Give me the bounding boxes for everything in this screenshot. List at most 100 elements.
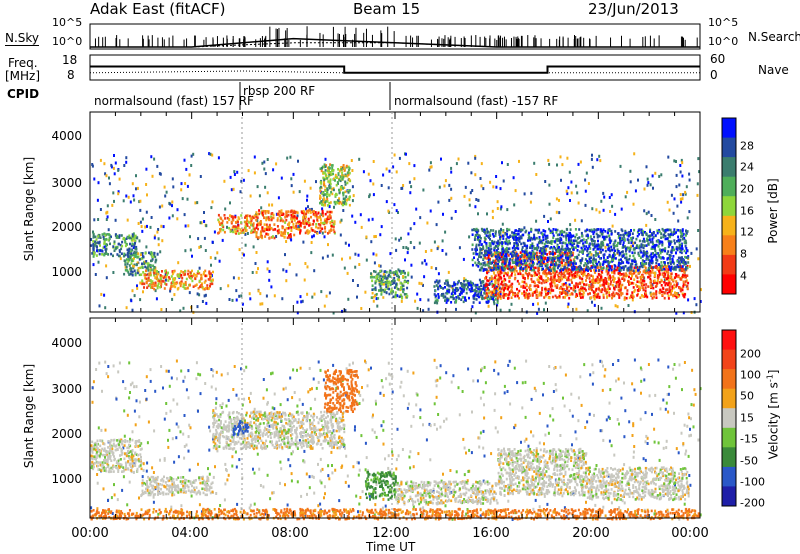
echo-cell [147, 279, 150, 282]
echo-cell [594, 260, 597, 263]
echo-cell [540, 260, 543, 264]
echo-cell [577, 285, 579, 289]
echo-cell [632, 202, 635, 206]
echo-cell [199, 245, 202, 249]
echo-cell [613, 277, 616, 280]
echo-cell [395, 170, 398, 174]
echo-cell [609, 241, 612, 245]
echo-cell [167, 279, 170, 282]
echo-cell [236, 229, 239, 233]
echo-cell [618, 269, 621, 272]
echo-cell [324, 201, 327, 205]
echo-cell [686, 287, 689, 290]
echo-cell [675, 285, 678, 289]
echo-cell [555, 270, 558, 273]
echo-cell [637, 272, 640, 275]
echo-cell [629, 272, 632, 275]
echo-cell [660, 284, 663, 287]
echo-cell [338, 197, 341, 200]
echo-cell [490, 279, 493, 283]
echo-cell [499, 297, 502, 300]
echo-cell [566, 272, 569, 275]
echo-cell [625, 252, 628, 256]
echo-cell [515, 246, 518, 250]
echo-cell [339, 185, 342, 189]
echo-cell [483, 254, 486, 257]
echo-cell [538, 272, 541, 275]
echo-cell [311, 295, 314, 299]
echo-cell [684, 293, 687, 296]
echo-cell [611, 224, 614, 228]
echo-cell [334, 173, 337, 177]
echo-cell [602, 228, 605, 231]
echo-cell [437, 296, 440, 299]
echo-cell [442, 292, 445, 296]
echo-cell [613, 269, 616, 273]
echo-cell [643, 265, 646, 268]
echo-cell [344, 241, 347, 245]
echo-cell [500, 228, 502, 232]
echo-cell [403, 293, 406, 296]
echo-cell [670, 193, 673, 197]
echo-cell [329, 180, 332, 183]
echo-cell [141, 252, 144, 255]
echo-cell [446, 289, 449, 293]
echo-cell [459, 293, 462, 297]
echo-cell [317, 223, 320, 226]
echo-cell [379, 233, 382, 237]
echo-cell [584, 262, 587, 265]
echo-cell [609, 282, 612, 286]
echo-cell [105, 218, 108, 221]
echo-cell [339, 179, 342, 183]
echo-cell [107, 253, 110, 256]
echo-cell [249, 220, 252, 224]
echo-cell [651, 268, 654, 272]
echo-cell [678, 244, 681, 247]
echo-cell [507, 286, 510, 289]
echo-cell [124, 253, 127, 257]
echo-cell [150, 259, 152, 263]
echo-cell [268, 236, 271, 240]
echo-cell [542, 238, 545, 242]
echo-cell [299, 229, 302, 232]
echo-cell [567, 186, 570, 190]
echo-cell [512, 291, 515, 295]
echo-cell [374, 270, 377, 274]
echo-cell [533, 273, 536, 277]
echo-cell [328, 230, 331, 234]
echo-cell [631, 262, 634, 266]
echo-cell [670, 278, 673, 281]
echo-cell [520, 285, 523, 288]
echo-cell [466, 285, 469, 289]
echo-cell [564, 276, 567, 279]
echo-cell [255, 231, 258, 234]
echo-cell [347, 165, 350, 169]
echo-cell [329, 171, 332, 174]
echo-cell [444, 286, 446, 289]
echo-cell [570, 270, 573, 274]
echo-cell [547, 292, 549, 295]
echo-cell [475, 293, 478, 297]
echo-cell [396, 273, 399, 277]
echo-cell [319, 196, 322, 199]
echo-cell [608, 291, 611, 294]
echo-cell [667, 294, 670, 298]
echo-cell [556, 244, 559, 248]
echo-cell [675, 284, 678, 287]
echo-cell [282, 231, 285, 234]
echo-cell [570, 253, 573, 257]
echo-cell [196, 272, 199, 275]
echo-cell [492, 235, 495, 238]
echo-cell [343, 186, 346, 189]
echo-cell [342, 193, 345, 197]
echo-cell [667, 283, 669, 287]
echo-cell [523, 281, 526, 284]
echo-cell [130, 249, 133, 252]
echo-cell [677, 275, 680, 279]
echo-cell [375, 297, 378, 301]
echo-cell [609, 210, 612, 213]
echo-cell [149, 268, 152, 272]
echo-cell [654, 218, 657, 221]
echo-cell [149, 252, 152, 256]
echo-cell [655, 243, 658, 247]
